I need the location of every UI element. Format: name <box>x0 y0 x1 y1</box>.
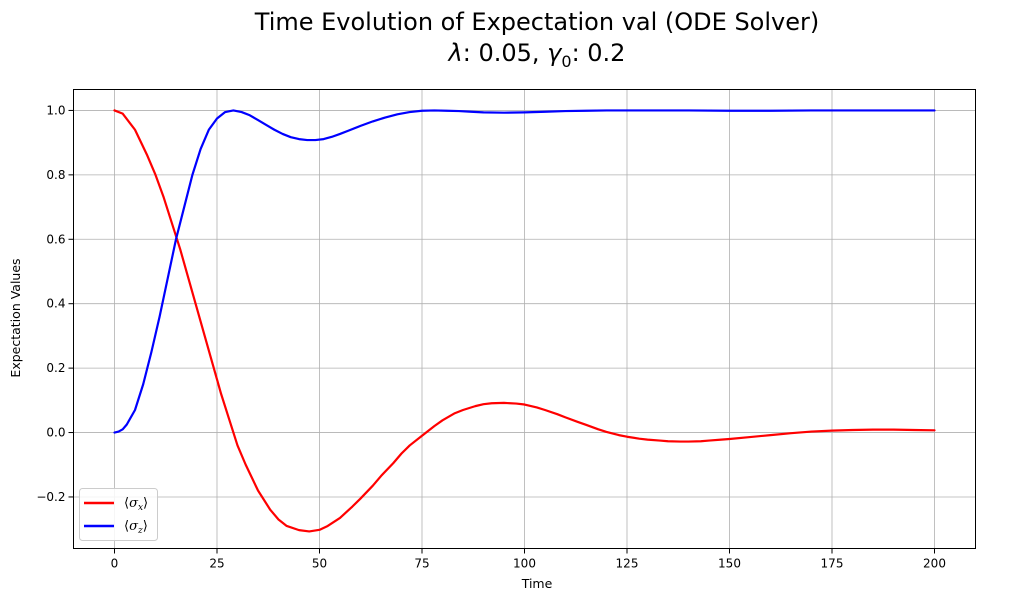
series-line-sigma-z <box>113 109 936 434</box>
x-tick-label: 200 <box>923 557 946 571</box>
chart-title-line1: Time Evolution of Expectation val (ODE S… <box>254 8 819 36</box>
y-tick-label: 0.4 <box>46 297 65 311</box>
series-line-sigma-x <box>113 109 936 533</box>
y-tick-label: 0.6 <box>46 232 65 246</box>
x-tick-label: 125 <box>616 557 639 571</box>
y-tick-label: 0.8 <box>46 168 65 182</box>
x-tick-label: 75 <box>414 557 429 571</box>
legend-label-sigma-x: ⟨σx⟩ <box>124 496 148 513</box>
y-tick-label: 0.0 <box>46 426 65 440</box>
x-axis-label: Time <box>521 576 553 591</box>
chart-title-line2: λ: 0.05, γ0: 0.2 <box>447 39 626 71</box>
grid <box>73 89 976 549</box>
x-tick-label: 175 <box>821 557 844 571</box>
legend: ⟨σx⟩ ⟨σz⟩ <box>79 488 158 541</box>
y-tick-label: 0.2 <box>46 361 65 375</box>
y-tick-label: 1.0 <box>46 103 65 117</box>
legend-box <box>79 488 158 541</box>
y-tick-label: −0.2 <box>36 490 65 504</box>
series-lines <box>113 109 936 533</box>
y-axis-label: Expectation Values <box>8 258 23 377</box>
x-tick-label: 100 <box>513 557 536 571</box>
legend-label-sigma-z: ⟨σz⟩ <box>124 519 148 536</box>
x-tick-label: 25 <box>209 557 224 571</box>
x-ticks: 0 25 50 75 100 125 150 175 200 <box>111 548 946 571</box>
x-tick-label: 50 <box>312 557 327 571</box>
x-tick-label: 150 <box>718 557 741 571</box>
x-tick-label: 0 <box>111 557 119 571</box>
y-ticks: −0.2 0.0 0.2 0.4 0.6 0.8 1.0 <box>36 103 74 504</box>
